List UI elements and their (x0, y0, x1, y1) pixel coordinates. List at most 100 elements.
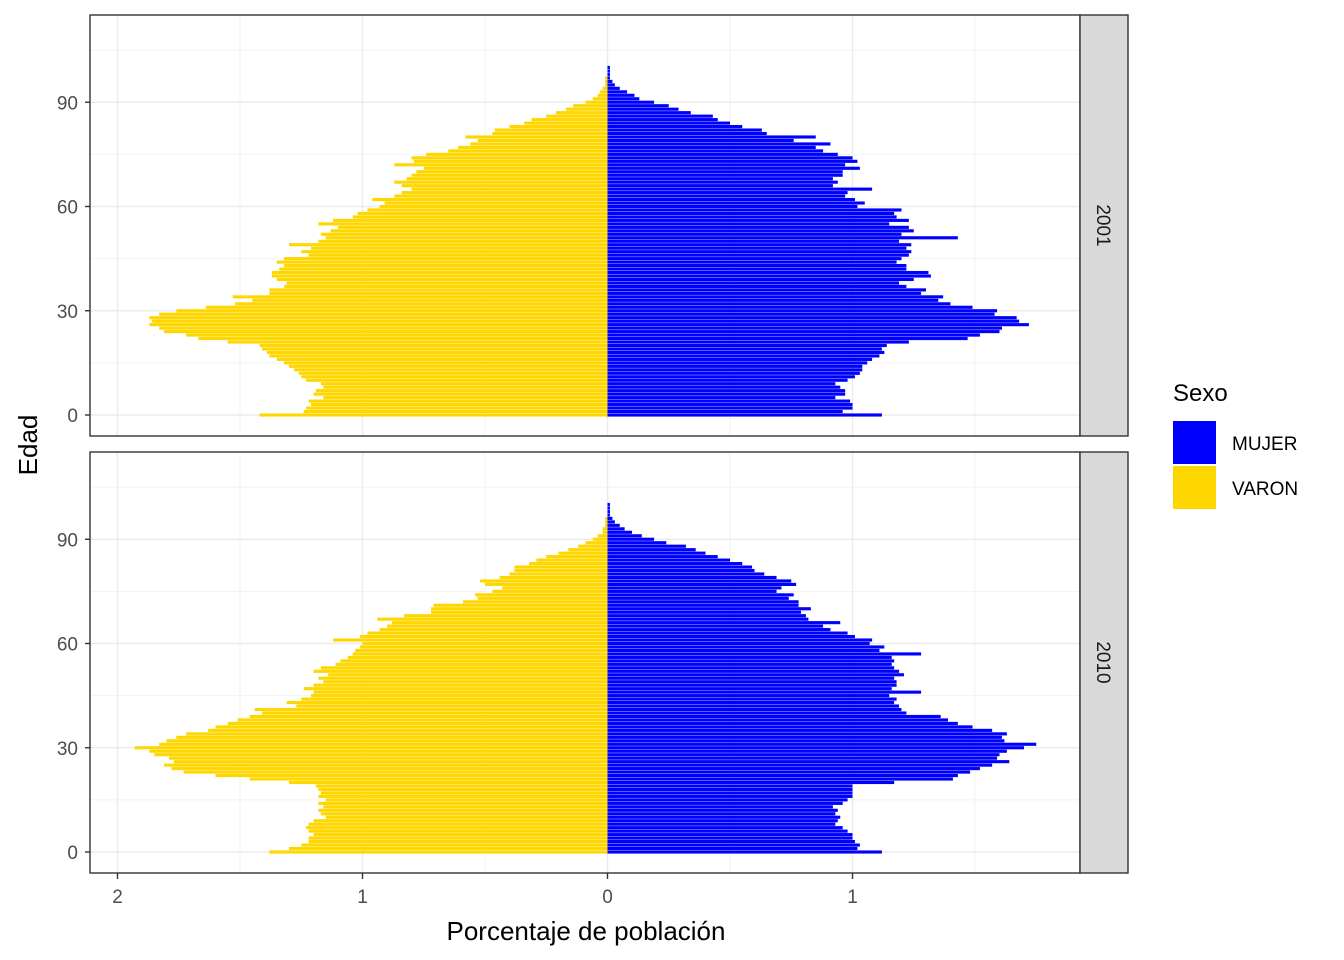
bar-mujer-age-54 (607, 662, 892, 666)
bar-mujer-age-81 (607, 568, 755, 573)
bar-varon-age-90 (592, 537, 608, 541)
bar-varon-age-49 (289, 243, 608, 247)
bar-mujer-age-50 (607, 239, 900, 243)
bar-mujer-age-29 (607, 749, 1007, 753)
bar-mujer-age-46 (607, 253, 909, 257)
bar-mujer-age-99 (607, 506, 610, 510)
bar-mujer-age-23 (607, 333, 980, 337)
bar-mujer-age-41 (607, 270, 929, 275)
bar-varon-age-82 (514, 565, 608, 569)
bar-mujer-age-25 (607, 326, 1002, 330)
y-tick-label: 0 (67, 406, 78, 427)
bar-mujer-age-90 (607, 537, 655, 541)
bar-mujer-age-93 (607, 90, 628, 94)
bar-mujer-age-55 (607, 659, 895, 663)
bar-varon-age-68 (404, 614, 608, 618)
bar-mujer-age-98 (607, 72, 610, 77)
bar-varon-age-71 (423, 166, 608, 170)
bar-mujer-age-9 (607, 819, 838, 823)
bar-mujer-age-66 (607, 621, 841, 625)
bar-mujer-age-23 (607, 770, 971, 774)
bar-mujer-age-26 (607, 323, 1029, 327)
bar-varon-age-90 (585, 100, 608, 104)
y-tick-label: 90 (57, 530, 78, 551)
bar-varon-age-87 (556, 111, 608, 115)
bar-mujer-age-77 (607, 145, 816, 149)
bar-varon-age-57 (352, 652, 608, 656)
bar-mujer-age-24 (607, 330, 1000, 334)
bar-mujer-age-95 (607, 520, 615, 524)
bar-mujer-age-38 (607, 281, 900, 285)
bar-varon-age-26 (149, 323, 608, 327)
bar-mujer-age-46 (607, 690, 922, 694)
bar-mujer-age-94 (607, 86, 620, 90)
bar-varon-age-41 (271, 270, 608, 275)
bar-varon-age-84 (536, 558, 608, 562)
bar-varon-age-34 (232, 295, 608, 299)
bar-varon-age-31 (159, 742, 608, 746)
bar-mujer-age-87 (607, 111, 691, 115)
bar-mujer-age-73 (607, 596, 789, 600)
bar-varon-age-38 (237, 718, 608, 722)
bar-mujer-age-39 (607, 714, 941, 719)
bar-mujer-age-60 (607, 204, 858, 209)
bar-varon-age-64 (379, 628, 608, 632)
bar-varon-age-19 (315, 784, 608, 788)
bar-varon-age-95 (605, 83, 608, 87)
bar-varon-age-43 (286, 701, 608, 705)
bar-mujer-age-27 (607, 756, 998, 760)
bar-varon-age-57 (352, 215, 608, 219)
bar-varon-age-14 (318, 801, 608, 805)
bar-mujer-age-30 (607, 309, 998, 313)
bar-mujer-age-5 (607, 833, 853, 837)
bar-mujer-age-57 (607, 215, 897, 219)
bar-mujer-age-88 (607, 107, 679, 111)
bar-mujer-age-83 (607, 562, 743, 566)
bar-mujer-age-30 (607, 746, 1024, 750)
bar-varon-age-4 (308, 836, 608, 840)
series-mujer (607, 65, 1029, 417)
bar-mujer-age-69 (607, 173, 843, 177)
bar-mujer-age-10 (607, 815, 841, 819)
bar-mujer-age-70 (607, 607, 811, 611)
bar-mujer-age-86 (607, 114, 713, 118)
bar-varon-age-42 (279, 267, 608, 271)
bar-varon-age-88 (565, 107, 608, 111)
bar-mujer-age-62 (607, 634, 855, 639)
bar-varon-age-46 (313, 690, 608, 694)
bar-mujer-age-64 (607, 628, 831, 632)
bar-mujer-age-86 (607, 551, 706, 555)
bar-mujer-age-28 (607, 753, 1000, 757)
bar-mujer-age-4 (607, 399, 851, 403)
bar-varon-age-89 (585, 541, 608, 545)
bar-varon-age-53 (320, 666, 608, 670)
bar-mujer-age-22 (607, 336, 968, 341)
bar-varon-age-85 (546, 555, 608, 559)
bar-varon-age-51 (325, 236, 608, 240)
bar-varon-age-62 (372, 197, 608, 202)
series-varon (134, 516, 608, 854)
bar-mujer-age-72 (607, 163, 846, 167)
bar-varon-age-88 (578, 544, 608, 548)
bar-mujer-age-97 (607, 513, 610, 517)
bar-mujer-age-67 (607, 617, 809, 621)
bar-mujer-age-8 (607, 385, 841, 389)
bar-varon-age-32 (235, 302, 608, 306)
legend-label-mujer: MUJER (1232, 434, 1297, 455)
bar-varon-age-93 (600, 90, 608, 94)
bar-mujer-age-19 (607, 784, 853, 788)
bar-varon-age-80 (509, 572, 608, 576)
bar-mujer-age-83 (607, 125, 743, 129)
bar-varon-age-17 (269, 354, 608, 358)
bar-mujer-age-34 (607, 732, 1007, 736)
bar-mujer-age-0 (607, 413, 882, 417)
bar-varon-age-48 (313, 683, 608, 687)
bar-varon-age-13 (293, 368, 608, 372)
bar-mujer-age-60 (607, 641, 870, 646)
bar-mujer-age-1 (607, 846, 858, 851)
bar-varon-age-13 (323, 805, 608, 809)
facet-strip-label: 2010 (1092, 641, 1113, 683)
bar-varon-age-6 (308, 829, 608, 833)
bar-varon-age-3 (311, 403, 608, 407)
bar-mujer-age-11 (607, 375, 855, 379)
